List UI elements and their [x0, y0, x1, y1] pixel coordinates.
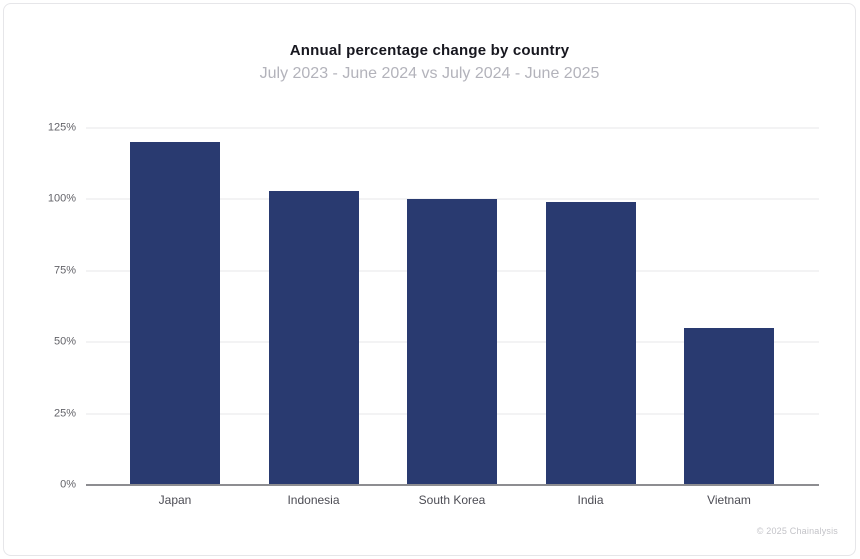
x-axis-line — [86, 484, 819, 486]
chart-title: Annual percentage change by country — [289, 42, 570, 59]
bar-japan[interactable] — [130, 142, 220, 485]
x-tick-label-india: India — [577, 493, 604, 507]
y-tick-label-75: 75% — [53, 264, 76, 277]
bar-vietnam[interactable] — [684, 327, 774, 485]
gridline-125 — [86, 127, 819, 129]
y-tick-label-50: 50% — [53, 335, 76, 348]
y-tick-label-100: 100% — [47, 192, 76, 205]
y-tick-label-125: 125% — [47, 121, 76, 134]
bar-india[interactable] — [545, 202, 636, 485]
x-tick-label-indonesia: Indonesia — [287, 493, 340, 507]
x-tick-label-japan: Japan — [158, 493, 192, 507]
y-tick-label-25: 25% — [53, 407, 76, 420]
bar-south-korea[interactable] — [407, 199, 497, 485]
x-tick-label-south-korea: South Korea — [418, 493, 486, 507]
chart-card: Annual percentage change by country July… — [3, 3, 856, 556]
plot-area: 0% 25% 50% 75% 100% 125% Japan Indonesia South K… — [48, 122, 819, 507]
bar-indonesia[interactable] — [268, 190, 359, 485]
y-tick-label-0: 0% — [60, 478, 76, 491]
copyright-text: © 2025 Chainalysis — [756, 526, 838, 536]
chart-subtitle: July 2023 - June 2024 vs July 2024 - Jun… — [259, 65, 600, 82]
x-tick-label-vietnam: Vietnam — [707, 493, 751, 507]
